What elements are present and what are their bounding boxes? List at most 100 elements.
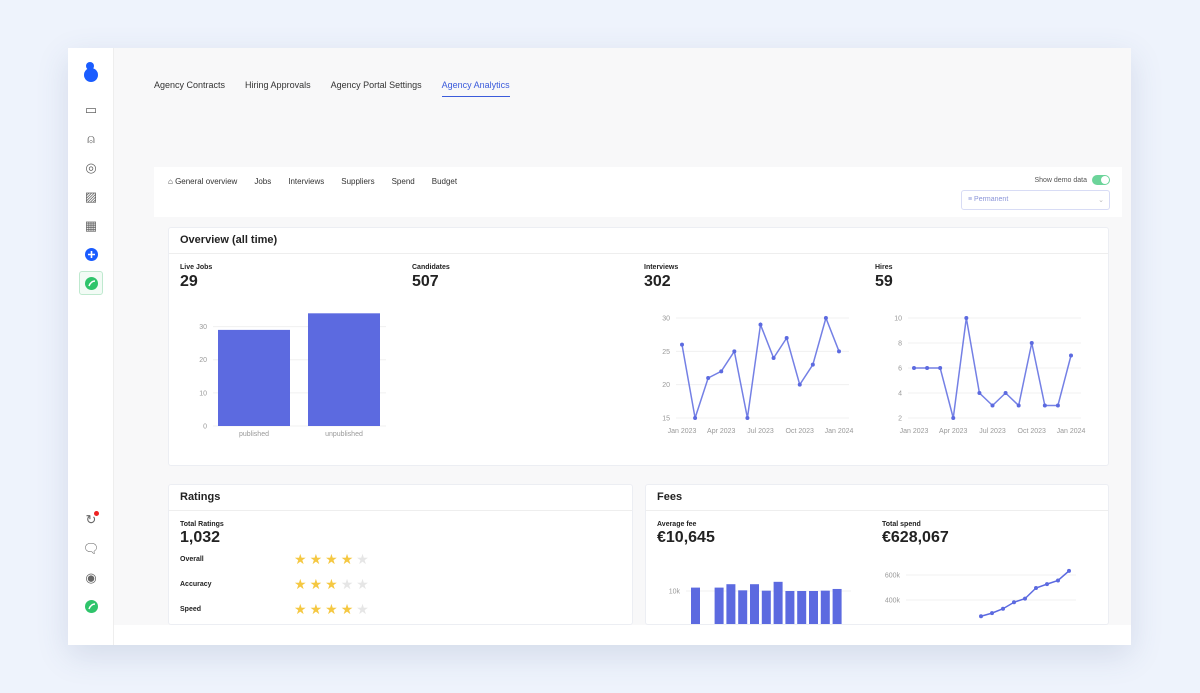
y-tick-label: 6 [898, 366, 902, 373]
subnav-interviews[interactable]: Interviews [288, 177, 325, 186]
rating-label: Overall [180, 556, 204, 563]
leaf-icon[interactable] [81, 596, 101, 616]
data-point [951, 416, 956, 420]
data-point [732, 349, 737, 354]
total-spend-value: €628,067 [882, 529, 949, 546]
data-point [977, 391, 982, 395]
x-tick-label: Jan 2023 [668, 428, 697, 435]
data-point [979, 614, 983, 619]
bar [832, 588, 842, 624]
data-point [1069, 353, 1073, 358]
brand-logo[interactable] [81, 62, 101, 82]
job-type-select[interactable]: ≡ Permanent ⌄ [961, 190, 1110, 210]
y-tick-label: 0 [203, 424, 207, 431]
star-filled-icon: ★ [325, 551, 341, 567]
leaf-app-icon[interactable] [79, 271, 103, 295]
card-title: Overview (all time) [169, 228, 1108, 254]
bar [773, 581, 783, 624]
star-filled-icon: ★ [325, 576, 341, 592]
subnav-label: General overview [175, 177, 238, 186]
y-tick-label: 20 [662, 382, 670, 389]
star-filled-icon: ★ [294, 551, 310, 567]
subnav-spend[interactable]: Spend [391, 177, 415, 186]
data-point [1056, 578, 1060, 583]
calendar-icon[interactable]: ▦ [84, 218, 98, 233]
bar [308, 313, 380, 426]
y-tick-label: 600k [885, 573, 901, 580]
rating-stars: ★★★★★ [294, 551, 372, 568]
x-tick-label: Jan 2024 [1057, 428, 1086, 435]
star-filled-icon: ★ [309, 601, 326, 617]
subnav-general-overview[interactable]: ⌂ General overview [168, 177, 237, 186]
y-tick-label: 8 [898, 341, 902, 348]
chat-icon[interactable]: 🗨 [82, 541, 100, 556]
data-point [990, 611, 994, 616]
star-empty-icon: ★ [340, 576, 357, 592]
demo-data-toggle[interactable] [1092, 175, 1110, 185]
subnav-budget[interactable]: Budget [431, 177, 458, 186]
bar [820, 590, 830, 624]
star-filled-icon: ★ [325, 601, 341, 617]
x-tick-label: Jul 2023 [747, 428, 774, 435]
analytics-icon[interactable]: ▨ [84, 189, 98, 204]
bar [809, 591, 818, 624]
kpi-label: Live Jobs [180, 264, 213, 271]
live-jobs-chart: 0 10 20 30 published unpublished [199, 313, 386, 438]
data-point [719, 369, 724, 374]
subnav-jobs[interactable]: Jobs [254, 177, 272, 186]
user-icon[interactable]: ⍝ [87, 131, 95, 146]
y-tick-label: 15 [662, 416, 670, 423]
star-empty-icon: ★ [356, 576, 372, 592]
profile-icon[interactable]: ◉ [85, 570, 97, 585]
data-point [706, 376, 711, 380]
overview-card: Overview (all time) Live Jobs 29 Candida… [168, 227, 1109, 466]
average-fee-value: €10,645 [657, 529, 715, 546]
star-filled-icon: ★ [309, 551, 326, 567]
add-icon[interactable] [81, 244, 101, 264]
rating-stars: ★★★★★ [294, 601, 372, 618]
y-tick-label: 2 [898, 416, 902, 423]
series-line [681, 315, 840, 419]
x-tick-label: Apr 2023 [707, 428, 736, 435]
bar [738, 590, 748, 624]
star-filled-icon: ★ [309, 576, 326, 592]
briefcase-icon[interactable]: ▭ [84, 102, 98, 117]
tab-hiring-approvals[interactable]: Hiring Approvals [245, 80, 311, 90]
data-point [1034, 586, 1038, 590]
y-tick-label: 10k [669, 589, 681, 596]
kpi-value: 59 [875, 273, 893, 290]
x-tick-label: unpublished [325, 431, 363, 438]
kpi-value: 29 [180, 273, 198, 290]
y-tick-label: 25 [662, 349, 670, 356]
top-tabs: Agency Contracts Hiring Approvals Agency… [154, 80, 510, 97]
analytics-nav-panel: ⌂ General overview Jobs Interviews Suppl… [154, 167, 1122, 217]
tab-agency-contracts[interactable]: Agency Contracts [154, 80, 226, 90]
demo-data-label: Show demo data [1034, 176, 1087, 184]
data-point [1016, 403, 1021, 408]
bar [797, 591, 807, 624]
subnav-suppliers[interactable]: Suppliers [341, 177, 375, 186]
bar [750, 584, 759, 624]
data-point [938, 366, 943, 370]
data-point [680, 342, 684, 347]
x-tick-label: published [239, 431, 269, 438]
tab-agency-portal-settings[interactable]: Agency Portal Settings [330, 80, 422, 90]
data-point [758, 322, 763, 327]
star-empty-icon: ★ [356, 601, 372, 617]
average-fee-label: Average fee [657, 521, 697, 528]
hires-chart: 2 4 6 8 10 Jan 2023 Apr 2023 Jul 2023 Oct 2023 Ja… [894, 316, 1086, 436]
sidebar: ▭ ⍝ ◎ ▨ ▦ ↻ 🗨 ◉ [68, 48, 114, 645]
data-point [1042, 403, 1047, 408]
star-filled-icon: ★ [340, 601, 357, 617]
check-circle-icon[interactable]: ◎ [85, 160, 97, 175]
data-point [912, 366, 916, 370]
data-point [837, 349, 841, 354]
star-filled-icon: ★ [340, 551, 357, 567]
total-spend-chart: 400k 600k [885, 568, 1076, 619]
bar [218, 329, 290, 426]
data-point [745, 416, 750, 420]
kpi-value: 302 [644, 273, 671, 290]
tab-agency-analytics[interactable]: Agency Analytics [441, 80, 510, 97]
sync-notification-icon[interactable]: ↻ [81, 510, 101, 530]
